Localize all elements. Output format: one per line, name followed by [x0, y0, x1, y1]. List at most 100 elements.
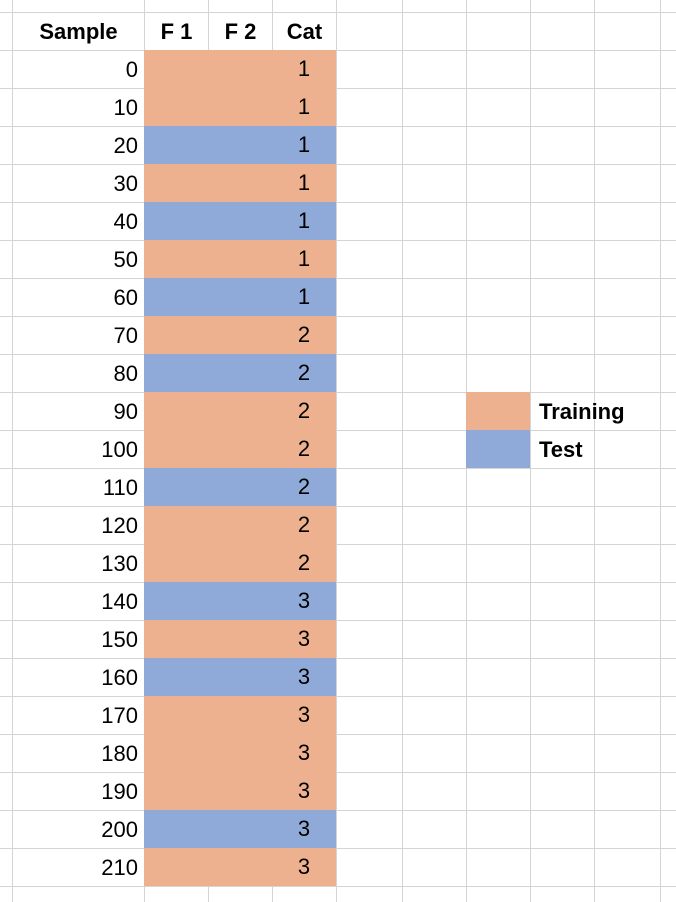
- cat-cell[interactable]: 3: [272, 772, 336, 810]
- cat-cell[interactable]: 2: [272, 468, 336, 506]
- sample-cell[interactable]: 130: [101, 550, 138, 576]
- sample-cell[interactable]: 0: [125, 56, 138, 82]
- sample-cell[interactable]: 40: [113, 208, 138, 234]
- f1-cell[interactable]: [144, 696, 208, 734]
- cat-cell[interactable]: 3: [272, 848, 336, 886]
- cat-cell[interactable]: 3: [272, 582, 336, 620]
- sample-cell[interactable]: 100: [101, 436, 138, 462]
- f1-cell[interactable]: [144, 126, 208, 164]
- f1-cell[interactable]: [144, 848, 208, 886]
- f1-cell[interactable]: [144, 240, 208, 278]
- f2-cell[interactable]: [208, 240, 272, 278]
- f1-cell[interactable]: [144, 506, 208, 544]
- f1-cell[interactable]: [144, 620, 208, 658]
- sample-cell[interactable]: 80: [113, 360, 138, 386]
- f2-cell[interactable]: [208, 506, 272, 544]
- gridline-horizontal: [0, 810, 676, 811]
- cat-cell[interactable]: 2: [272, 354, 336, 392]
- sample-cell[interactable]: 120: [101, 512, 138, 538]
- sample-cell[interactable]: 150: [101, 626, 138, 652]
- f1-cell[interactable]: [144, 354, 208, 392]
- sample-cell[interactable]: 10: [113, 94, 138, 120]
- f2-cell[interactable]: [208, 50, 272, 88]
- cat-cell[interactable]: 3: [272, 810, 336, 848]
- f1-cell[interactable]: [144, 88, 208, 126]
- sample-cell[interactable]: 190: [101, 778, 138, 804]
- f2-cell[interactable]: [208, 468, 272, 506]
- legend-swatch-training[interactable]: [466, 392, 530, 430]
- f1-cell[interactable]: [144, 202, 208, 240]
- header-cat[interactable]: Cat: [286, 18, 323, 44]
- f1-cell[interactable]: [144, 316, 208, 354]
- cat-cell[interactable]: 2: [272, 430, 336, 468]
- sample-cell[interactable]: 20: [113, 132, 138, 158]
- f2-cell[interactable]: [208, 278, 272, 316]
- cat-cell[interactable]: 1: [272, 278, 336, 316]
- sample-cell[interactable]: 140: [101, 588, 138, 614]
- sample-cell[interactable]: 200: [101, 816, 138, 842]
- cat-cell[interactable]: 3: [272, 696, 336, 734]
- sample-cell[interactable]: 210: [101, 854, 138, 880]
- f2-cell[interactable]: [208, 734, 272, 772]
- f1-cell[interactable]: [144, 468, 208, 506]
- cat-cell[interactable]: 1: [272, 88, 336, 126]
- f2-cell[interactable]: [208, 430, 272, 468]
- f2-cell[interactable]: [208, 848, 272, 886]
- header-f2[interactable]: F 2: [224, 18, 257, 44]
- f2-cell[interactable]: [208, 126, 272, 164]
- f1-cell[interactable]: [144, 392, 208, 430]
- sample-cell[interactable]: 180: [101, 740, 138, 766]
- f2-cell[interactable]: [208, 164, 272, 202]
- cat-cell[interactable]: 3: [272, 734, 336, 772]
- f2-cell[interactable]: [208, 658, 272, 696]
- sample-cell[interactable]: 160: [101, 664, 138, 690]
- f1-cell[interactable]: [144, 50, 208, 88]
- f1-cell[interactable]: [144, 278, 208, 316]
- cat-cell[interactable]: 3: [272, 620, 336, 658]
- sample-cell[interactable]: 50: [113, 246, 138, 272]
- f2-cell[interactable]: [208, 392, 272, 430]
- sample-cell[interactable]: 60: [113, 284, 138, 310]
- header-f1[interactable]: F 1: [160, 18, 193, 44]
- legend-label-test[interactable]: Test: [539, 436, 583, 462]
- gridline-horizontal: [0, 886, 676, 887]
- f2-cell[interactable]: [208, 772, 272, 810]
- f2-cell[interactable]: [208, 620, 272, 658]
- f2-cell[interactable]: [208, 354, 272, 392]
- f1-cell[interactable]: [144, 772, 208, 810]
- f2-cell[interactable]: [208, 696, 272, 734]
- sample-cell[interactable]: 110: [102, 474, 138, 500]
- cat-cell[interactable]: 1: [272, 50, 336, 88]
- sample-cell[interactable]: 30: [113, 170, 138, 196]
- f1-cell[interactable]: [144, 734, 208, 772]
- f2-cell[interactable]: [208, 582, 272, 620]
- header-sample[interactable]: Sample: [39, 18, 118, 44]
- gridline-horizontal: [0, 734, 676, 735]
- sample-cell[interactable]: 170: [101, 702, 138, 728]
- cat-cell[interactable]: 1: [272, 202, 336, 240]
- cat-cell[interactable]: 2: [272, 392, 336, 430]
- sample-cell[interactable]: 70: [113, 322, 138, 348]
- f1-cell[interactable]: [144, 164, 208, 202]
- f1-cell[interactable]: [144, 544, 208, 582]
- f1-cell[interactable]: [144, 810, 208, 848]
- cat-cell[interactable]: 1: [272, 240, 336, 278]
- f2-cell[interactable]: [208, 88, 272, 126]
- cat-cell[interactable]: 3: [272, 658, 336, 696]
- f2-cell[interactable]: [208, 544, 272, 582]
- cat-cell[interactable]: 1: [272, 126, 336, 164]
- cat-cell[interactable]: 1: [272, 164, 336, 202]
- f2-cell[interactable]: [208, 810, 272, 848]
- cat-cell[interactable]: 2: [272, 506, 336, 544]
- cat-cell[interactable]: 2: [272, 544, 336, 582]
- f1-cell[interactable]: [144, 582, 208, 620]
- legend-label-training[interactable]: Training: [539, 398, 625, 424]
- f2-cell[interactable]: [208, 316, 272, 354]
- f2-cell[interactable]: [208, 202, 272, 240]
- f1-cell[interactable]: [144, 658, 208, 696]
- sample-cell[interactable]: 90: [113, 398, 138, 424]
- gridline-horizontal: [0, 696, 676, 697]
- legend-swatch-test[interactable]: [466, 430, 530, 468]
- cat-cell[interactable]: 2: [272, 316, 336, 354]
- f1-cell[interactable]: [144, 430, 208, 468]
